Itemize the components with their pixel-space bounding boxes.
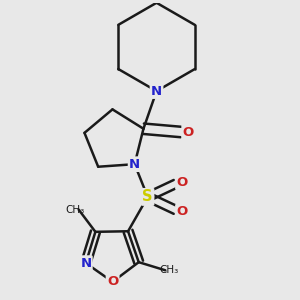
Text: N: N	[129, 158, 140, 171]
Text: N: N	[80, 256, 92, 270]
Text: O: O	[183, 125, 194, 139]
Text: O: O	[176, 205, 188, 218]
Text: O: O	[107, 275, 118, 288]
Text: CH₃: CH₃	[66, 205, 85, 214]
Text: N: N	[151, 85, 162, 98]
Text: CH₃: CH₃	[159, 265, 178, 275]
Text: O: O	[176, 176, 188, 189]
Text: S: S	[142, 189, 153, 204]
